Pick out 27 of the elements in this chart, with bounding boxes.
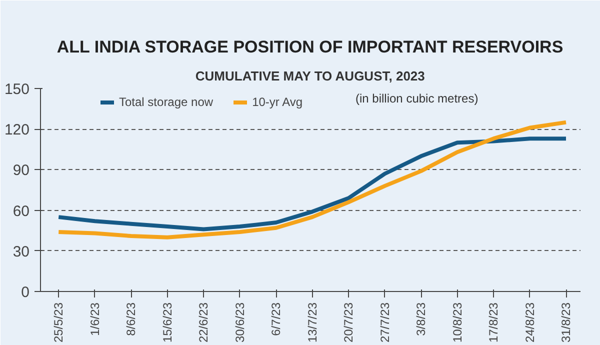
line-series [56,120,568,240]
x-tick-label: 30/6/23 [232,302,247,343]
x-tick-label: 3/8/23 [414,302,428,336]
x-tick-label: 20/7/23 [342,302,356,343]
y-tick-label: 0 [21,284,30,301]
x-tick-label: 6/7/23 [269,302,284,336]
x-tick-label: 25/5/23 [52,302,66,343]
x-tick-label: 15/6/23 [160,302,174,343]
x-tick-label: 8/6/23 [124,302,138,336]
y-tick-label: 120 [4,122,30,139]
x-tick-label: 24/8/23 [522,302,537,343]
x-tick-label: 17/8/23 [486,302,501,343]
y-tick-label: 90 [12,162,30,180]
y-tick-label: 60 [12,202,30,220]
y-tick-label: 30 [12,243,30,260]
x-tick-label: 22/6/23 [196,302,211,343]
annotation: (in billion cubic metres) [356,92,478,106]
y-tick-label: 150 [4,81,30,98]
chart-title: ALL INDIA STORAGE POSITION OF IMPORTANT RESERVOIRS [56,38,564,56]
x-tick-label: 31/8/23 [559,302,574,343]
x-tick-label: 27/7/23 [378,302,392,343]
chart-subtitle: CUMULATIVE MAY TO AUGUST, 2023 [195,68,425,84]
x-tick-label: 1/6/23 [88,302,102,336]
legend-label: 10-yr Avg [252,95,303,109]
legend-label: Total storage now [119,95,214,109]
x-tick-label: 13/7/23 [305,302,320,343]
x-tick-label: 10/8/23 [450,302,464,343]
